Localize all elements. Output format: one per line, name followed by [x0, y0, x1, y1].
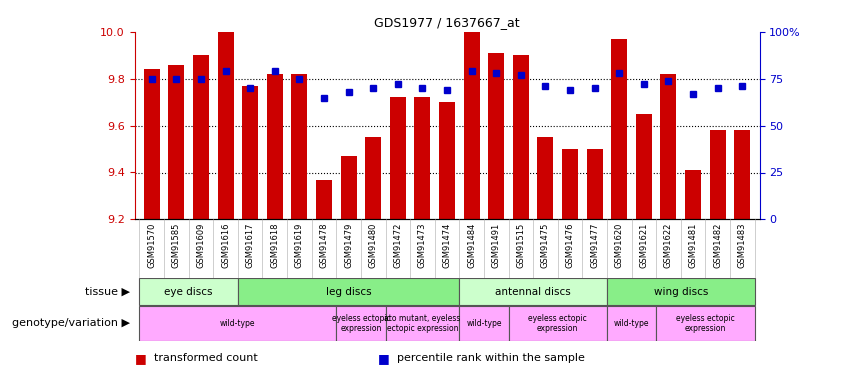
Text: GSM91483: GSM91483 — [738, 222, 746, 268]
Text: GSM91479: GSM91479 — [344, 222, 353, 268]
Text: GSM91515: GSM91515 — [516, 222, 525, 267]
Text: GSM91618: GSM91618 — [270, 222, 279, 268]
Bar — [607, 306, 656, 340]
Bar — [734, 130, 750, 219]
Bar — [218, 32, 233, 219]
Text: ■: ■ — [135, 352, 147, 364]
Bar — [316, 180, 332, 219]
Bar — [710, 130, 726, 219]
Text: GSM91585: GSM91585 — [172, 222, 181, 268]
Text: GSM91491: GSM91491 — [492, 222, 501, 267]
Text: GSM91482: GSM91482 — [713, 222, 722, 268]
Bar — [168, 65, 184, 219]
Text: antennal discs: antennal discs — [496, 286, 571, 297]
Bar — [193, 55, 209, 219]
Bar — [414, 98, 431, 219]
Bar — [242, 86, 258, 219]
Bar — [562, 149, 578, 219]
Text: GSM91617: GSM91617 — [246, 222, 254, 268]
Text: eye discs: eye discs — [164, 286, 213, 297]
Text: GSM91480: GSM91480 — [369, 222, 378, 268]
Bar — [587, 149, 602, 219]
Bar — [607, 278, 754, 305]
Bar — [140, 278, 238, 305]
Text: GSM91609: GSM91609 — [196, 222, 206, 268]
Bar — [459, 278, 607, 305]
Text: wild-type: wild-type — [220, 319, 256, 328]
Text: ato mutant, eyeless
ectopic expression: ato mutant, eyeless ectopic expression — [385, 314, 461, 333]
Text: tissue ▶: tissue ▶ — [85, 286, 130, 297]
Text: GSM91619: GSM91619 — [295, 222, 304, 268]
Bar — [340, 156, 357, 219]
Bar — [488, 53, 504, 219]
Bar — [636, 114, 652, 219]
Bar — [464, 32, 480, 219]
Text: GSM91474: GSM91474 — [443, 222, 451, 268]
Bar — [266, 74, 283, 219]
Bar — [140, 306, 336, 340]
Text: GSM91570: GSM91570 — [148, 222, 156, 268]
Bar — [390, 98, 406, 219]
Text: GSM91473: GSM91473 — [418, 222, 427, 268]
Bar — [537, 137, 554, 219]
Bar — [459, 306, 509, 340]
Text: ■: ■ — [378, 352, 390, 364]
Text: eyeless ectopic
expression: eyeless ectopic expression — [332, 314, 391, 333]
Bar — [611, 39, 628, 219]
Text: eyeless ectopic
expression: eyeless ectopic expression — [676, 314, 734, 333]
Text: GSM91484: GSM91484 — [467, 222, 477, 268]
Text: wing discs: wing discs — [654, 286, 708, 297]
Bar — [336, 306, 385, 340]
Bar — [385, 306, 459, 340]
Text: GSM91481: GSM91481 — [688, 222, 698, 268]
Bar — [439, 102, 455, 219]
Title: GDS1977 / 1637667_at: GDS1977 / 1637667_at — [374, 16, 520, 29]
Bar — [365, 137, 381, 219]
Text: genotype/variation ▶: genotype/variation ▶ — [12, 318, 130, 328]
Text: GSM91477: GSM91477 — [590, 222, 599, 268]
Text: GSM91475: GSM91475 — [541, 222, 550, 268]
Text: GSM91621: GSM91621 — [640, 222, 648, 268]
Bar — [292, 74, 307, 219]
Bar — [513, 55, 529, 219]
Bar — [656, 306, 754, 340]
Text: GSM91478: GSM91478 — [319, 222, 328, 268]
Text: percentile rank within the sample: percentile rank within the sample — [397, 353, 584, 363]
Text: transformed count: transformed count — [154, 353, 258, 363]
Bar — [144, 69, 160, 219]
Text: wild-type: wild-type — [614, 319, 649, 328]
Bar — [509, 306, 607, 340]
Text: eyeless ectopic
expression: eyeless ectopic expression — [529, 314, 587, 333]
Bar — [661, 74, 676, 219]
Text: GSM91622: GSM91622 — [664, 222, 673, 268]
Bar — [238, 278, 459, 305]
Text: GSM91620: GSM91620 — [615, 222, 624, 268]
Text: GSM91472: GSM91472 — [393, 222, 402, 268]
Text: leg discs: leg discs — [326, 286, 372, 297]
Text: GSM91476: GSM91476 — [566, 222, 575, 268]
Text: GSM91616: GSM91616 — [221, 222, 230, 268]
Text: wild-type: wild-type — [466, 319, 502, 328]
Bar — [685, 170, 701, 219]
